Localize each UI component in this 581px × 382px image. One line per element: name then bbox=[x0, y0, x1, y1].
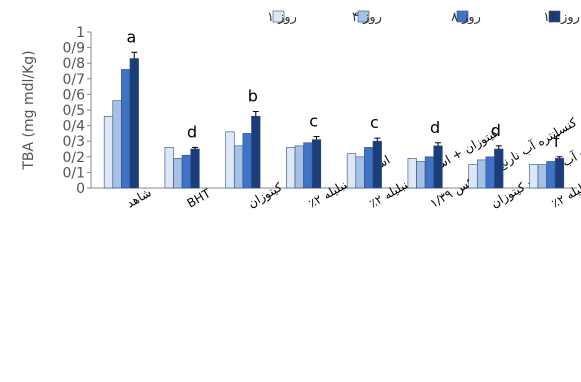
bar bbox=[424, 156, 435, 189]
significance-letter: a bbox=[126, 27, 136, 46]
bar bbox=[242, 133, 252, 189]
y-tick-label: 0/2 bbox=[62, 150, 85, 166]
bar bbox=[372, 140, 382, 189]
legend-swatch bbox=[456, 10, 469, 23]
legend-label: روز ۸ bbox=[451, 10, 481, 25]
bar bbox=[225, 131, 235, 189]
bar bbox=[251, 115, 261, 189]
bar bbox=[407, 158, 417, 189]
y-tick-label: 0/5 bbox=[62, 103, 85, 119]
y-tick-label: 0/8 bbox=[62, 56, 85, 72]
bar bbox=[468, 164, 478, 189]
y-tick-label: 1 bbox=[76, 25, 85, 41]
legend-label: روز ۴ bbox=[352, 10, 382, 25]
y-tick-label: 0 bbox=[76, 181, 85, 197]
y-tick-label: 0/9 bbox=[62, 41, 85, 57]
significance-letter: d bbox=[187, 122, 197, 141]
significance-letter: b bbox=[248, 87, 258, 106]
x-tick-label: شاهد bbox=[124, 185, 154, 210]
bar bbox=[476, 159, 487, 189]
bar bbox=[121, 69, 131, 189]
bar bbox=[364, 147, 374, 189]
legend-label: روز ۱۲ bbox=[543, 10, 580, 25]
bar bbox=[346, 153, 357, 189]
y-tick-label: 0/7 bbox=[62, 72, 85, 88]
y-axis-label: TBA (mg mdl/Kg) bbox=[21, 50, 37, 170]
bar bbox=[164, 147, 174, 189]
bar bbox=[537, 164, 547, 189]
legend-swatch bbox=[548, 10, 561, 23]
bar bbox=[286, 147, 296, 189]
bar bbox=[129, 58, 139, 189]
legend-swatch bbox=[272, 10, 285, 23]
bar bbox=[103, 115, 114, 189]
legend-label: روز ۱ bbox=[267, 10, 297, 25]
bar bbox=[294, 145, 304, 189]
significance-letter: f bbox=[554, 132, 560, 151]
bar bbox=[554, 158, 565, 189]
x-tick-label: BHT bbox=[185, 186, 214, 211]
bar bbox=[112, 100, 122, 189]
bar bbox=[181, 154, 192, 189]
y-tick-label: 0/3 bbox=[62, 134, 85, 150]
significance-letter: d bbox=[491, 121, 501, 140]
bar bbox=[546, 161, 556, 189]
y-tick-label: 0/6 bbox=[62, 87, 85, 103]
significance-letter: c bbox=[309, 112, 318, 131]
bar bbox=[416, 161, 426, 189]
y-tick-label: 0/1 bbox=[62, 165, 85, 181]
bar bbox=[494, 148, 504, 189]
bar bbox=[233, 145, 244, 189]
legend-swatch bbox=[357, 10, 370, 23]
bar bbox=[173, 158, 183, 189]
bar bbox=[355, 156, 365, 189]
bar bbox=[433, 145, 443, 189]
bar bbox=[485, 156, 495, 189]
bar bbox=[529, 164, 539, 189]
legend: روز ۱۲ روز ۸ روز ۴ روز ۱ bbox=[267, 10, 580, 25]
significance-letter: c bbox=[370, 113, 379, 132]
bar bbox=[303, 142, 313, 189]
bar bbox=[190, 148, 200, 189]
y-tick-label: 0/4 bbox=[62, 119, 85, 135]
bar bbox=[311, 139, 322, 189]
significance-letter: d bbox=[430, 118, 440, 137]
